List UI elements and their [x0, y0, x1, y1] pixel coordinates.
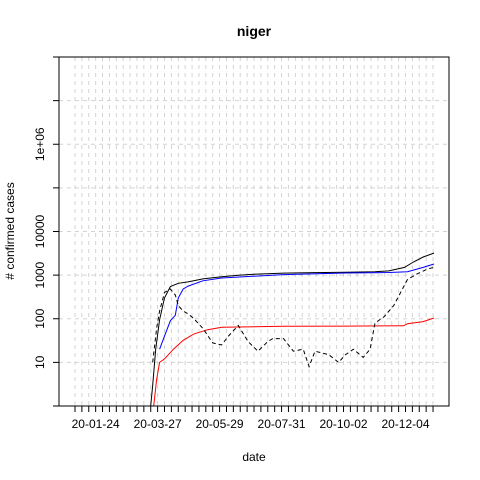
x-tick-label: 20-03-27 — [134, 417, 182, 431]
y-tick-label: 10000 — [33, 214, 47, 248]
x-tick-label: 20-05-29 — [196, 417, 244, 431]
grid — [59, 56, 449, 407]
y-tick-label: 100 — [33, 308, 47, 328]
y-tick-label: 1000 — [33, 261, 47, 288]
series-line-2 — [159, 263, 435, 350]
x-tick-label: 20-01-24 — [72, 417, 120, 431]
series-line-3 — [153, 317, 435, 407]
series-line-4 — [152, 266, 435, 369]
x-axis-label: date — [242, 450, 266, 464]
x-tick-label: 20-07-31 — [258, 417, 306, 431]
x-tick-label: 20-10-02 — [320, 417, 368, 431]
x-tick-label: 20-12-04 — [381, 417, 429, 431]
axes: 20-01-24 20-03-27 20-05-29 20-07-31 20-10-02… — [33, 56, 434, 431]
series-group — [150, 252, 435, 407]
y-tick-label: 10 — [33, 355, 47, 369]
y-tick-label: 1e+06 — [33, 127, 47, 161]
series-line-1 — [150, 252, 435, 407]
chart-title: niger — [237, 23, 272, 39]
y-axis-label: # confirmed cases — [3, 182, 17, 279]
